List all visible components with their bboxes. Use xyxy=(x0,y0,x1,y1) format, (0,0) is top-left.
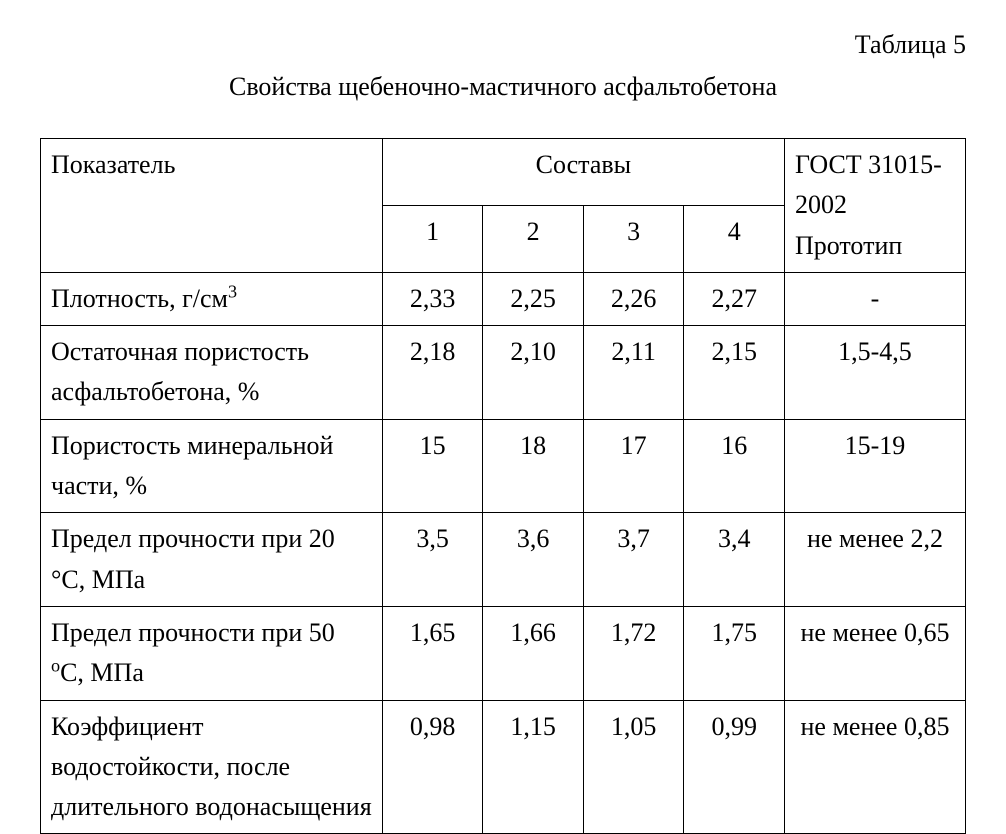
cell-value: 2,15 xyxy=(684,326,785,420)
cell-value: 3,5 xyxy=(382,513,483,607)
table-header-row-1: Показатель Составы ГОСТ 31015- 2002 Прот… xyxy=(41,139,966,206)
cell-value: 16 xyxy=(684,419,785,513)
col-header-comp-3: 3 xyxy=(583,205,684,272)
cell-value: 1,72 xyxy=(583,606,684,700)
cell-gost: не менее 2,2 xyxy=(784,513,965,607)
gost-line-1: ГОСТ 31015- xyxy=(795,150,942,179)
cell-value: 2,10 xyxy=(483,326,584,420)
col-header-comp-2: 2 xyxy=(483,205,584,272)
cell-gost: 15-19 xyxy=(784,419,965,513)
page: Таблица 5 Свойства щебеночно-мастичного … xyxy=(0,0,1006,834)
col-header-gost: ГОСТ 31015- 2002 Прототип xyxy=(784,139,965,273)
cell-value: 2,27 xyxy=(684,272,785,325)
row-label: Пористость минеральной части, % xyxy=(41,419,383,513)
col-header-comp-1: 1 xyxy=(382,205,483,272)
cell-value: 2,18 xyxy=(382,326,483,420)
cell-gost: 1,5-4,5 xyxy=(784,326,965,420)
cell-value: 1,65 xyxy=(382,606,483,700)
cell-value: 2,11 xyxy=(583,326,684,420)
cell-gost: не менее 0,65 xyxy=(784,606,965,700)
cell-value: 1,75 xyxy=(684,606,785,700)
properties-table: Показатель Составы ГОСТ 31015- 2002 Прот… xyxy=(40,138,966,834)
cell-gost: не менее 0,85 xyxy=(784,700,965,834)
col-header-indicator: Показатель xyxy=(41,139,383,273)
row-label: Предел прочности при 20 °С, МПа xyxy=(41,513,383,607)
table-row: Коэффициент водостойкости, после длитель… xyxy=(41,700,966,834)
gost-line-2: 2002 xyxy=(795,190,847,219)
row-label: Коэффициент водостойкости, после длитель… xyxy=(41,700,383,834)
table-row: Предел прочности при 20 °С, МПа 3,5 3,6 … xyxy=(41,513,966,607)
col-header-comp-4: 4 xyxy=(684,205,785,272)
table-row: Остаточная пористость асфальтобетона, % … xyxy=(41,326,966,420)
cell-value: 3,6 xyxy=(483,513,584,607)
cell-value: 3,4 xyxy=(684,513,785,607)
cell-value: 1,66 xyxy=(483,606,584,700)
row-label: Предел прочности при 50 оС, МПа xyxy=(41,606,383,700)
table-number-label: Таблица 5 xyxy=(40,30,966,60)
col-header-compositions: Составы xyxy=(382,139,784,206)
cell-value: 0,98 xyxy=(382,700,483,834)
gost-line-3: Прототип xyxy=(795,231,902,260)
cell-value: 17 xyxy=(583,419,684,513)
cell-value: 1,05 xyxy=(583,700,684,834)
row-label: Остаточная пористость асфальтобетона, % xyxy=(41,326,383,420)
table-title: Свойства щебеночно-мастичного асфальтобе… xyxy=(40,72,966,102)
cell-value: 15 xyxy=(382,419,483,513)
row-label-text: Предел прочности при 50 xyxy=(51,618,335,647)
table-row: Пористость минеральной части, % 15 18 17… xyxy=(41,419,966,513)
table-header: Показатель Составы ГОСТ 31015- 2002 Прот… xyxy=(41,139,966,273)
cell-value: 18 xyxy=(483,419,584,513)
row-label-text: С, МПа xyxy=(60,658,144,687)
row-label: Плотность, г/см3 xyxy=(41,272,383,325)
cell-value: 0,99 xyxy=(684,700,785,834)
cell-value: 3,7 xyxy=(583,513,684,607)
cell-gost: - xyxy=(784,272,965,325)
table-row: Предел прочности при 50 оС, МПа 1,65 1,6… xyxy=(41,606,966,700)
cell-value: 2,25 xyxy=(483,272,584,325)
table-row: Плотность, г/см3 2,33 2,25 2,26 2,27 - xyxy=(41,272,966,325)
cell-value: 2,33 xyxy=(382,272,483,325)
row-label-sup: 3 xyxy=(228,281,237,301)
table-body: Плотность, г/см3 2,33 2,25 2,26 2,27 - О… xyxy=(41,272,966,834)
row-label-text: Плотность, г/см xyxy=(51,284,228,313)
cell-value: 2,26 xyxy=(583,272,684,325)
cell-value: 1,15 xyxy=(483,700,584,834)
row-label-sup: о xyxy=(51,656,60,676)
